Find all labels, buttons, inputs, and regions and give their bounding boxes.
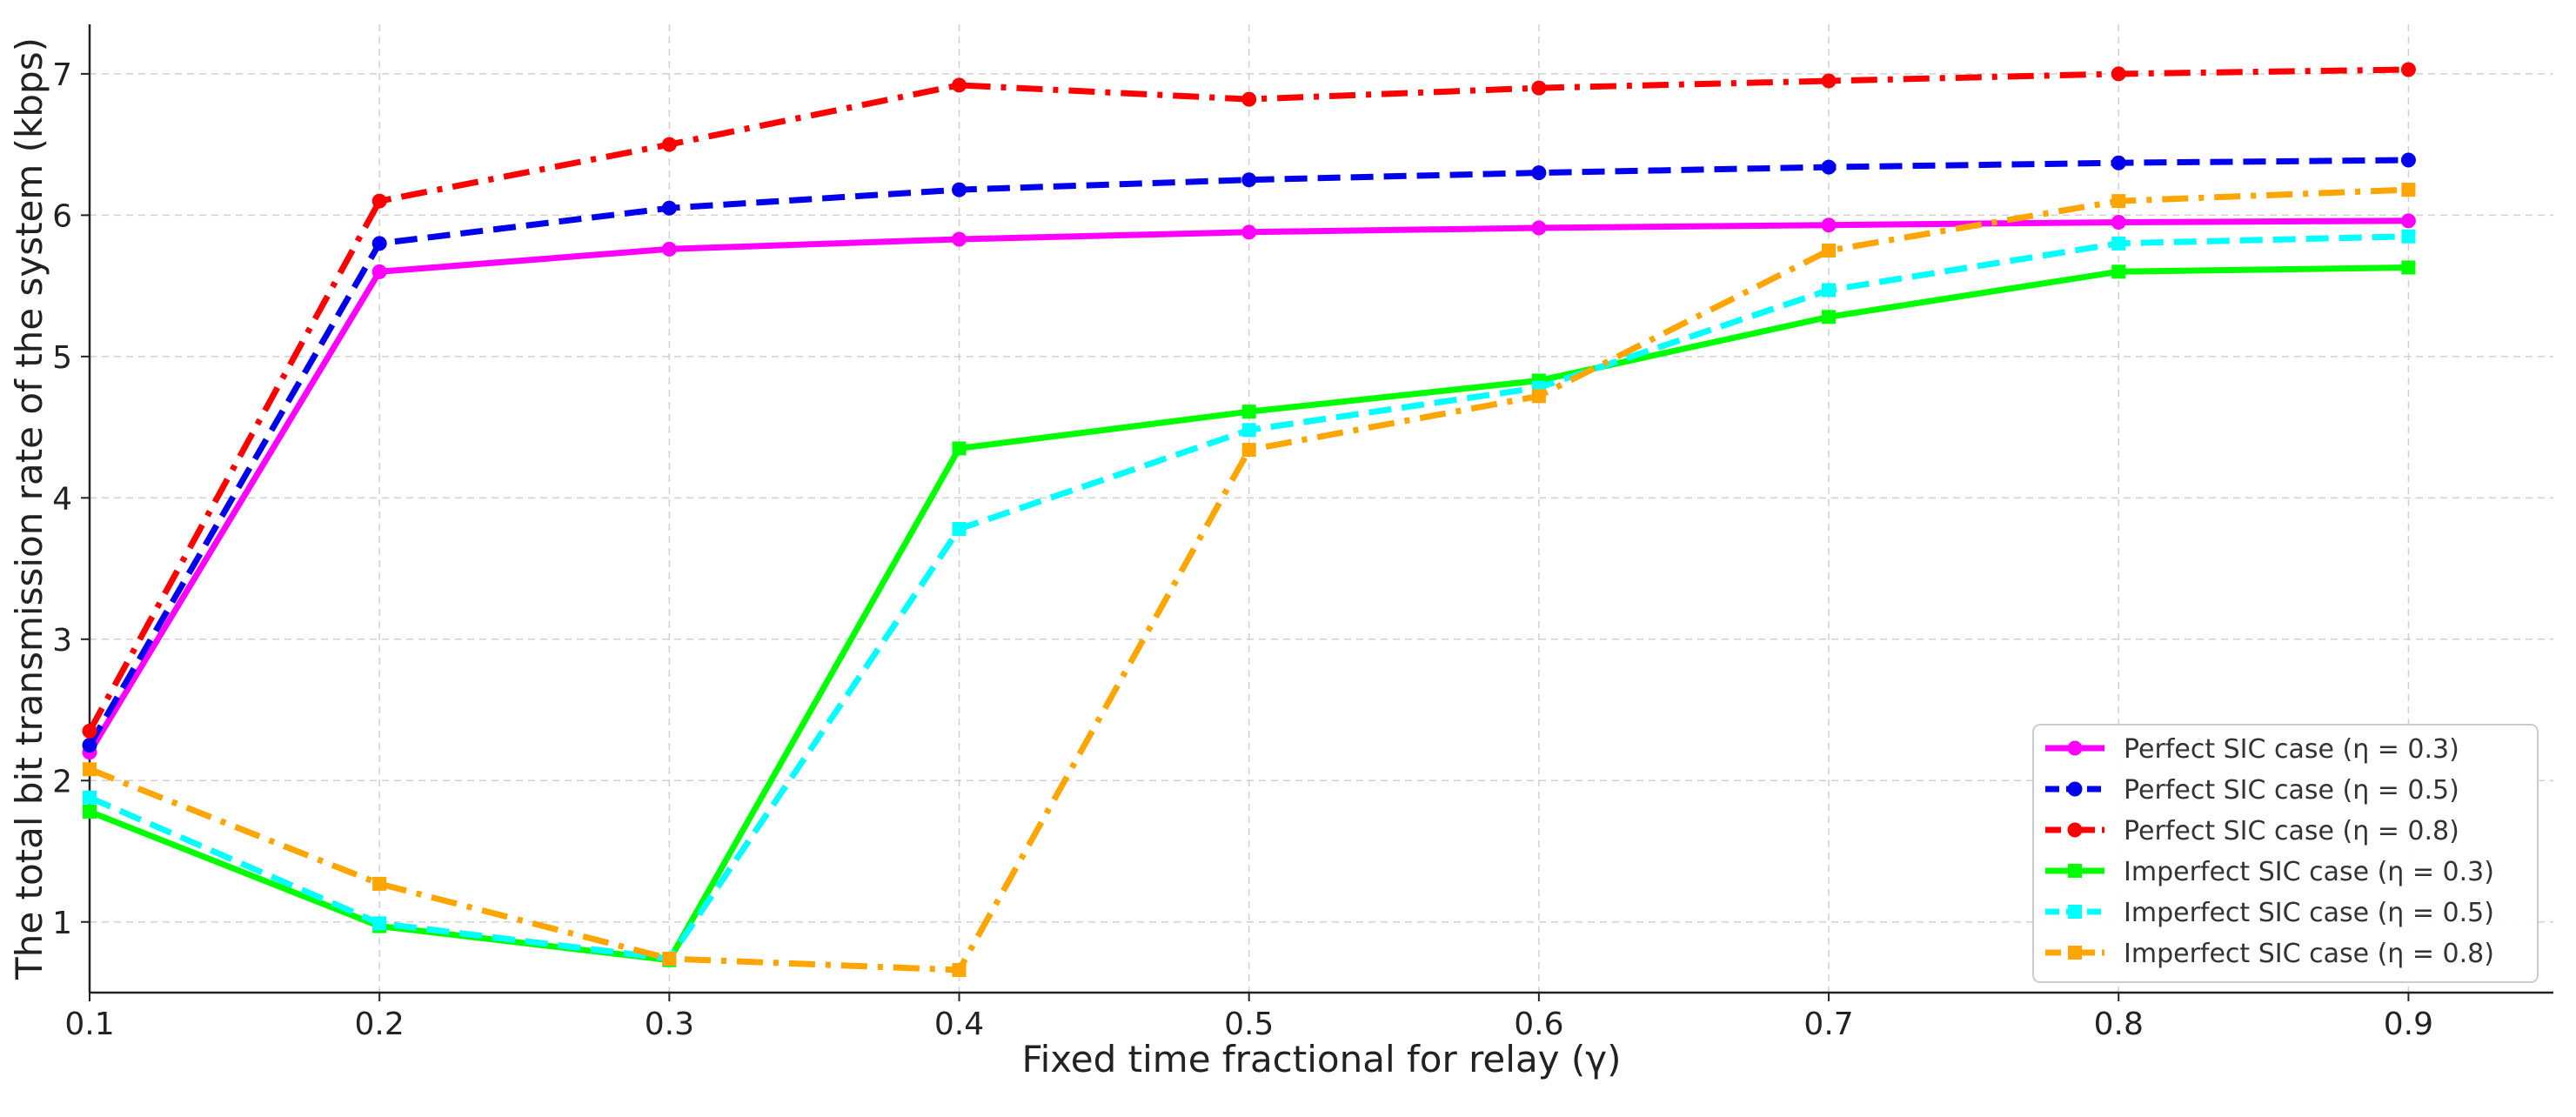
legend-box	[2032, 724, 2539, 983]
x-tick-label: 0.8	[2094, 1007, 2144, 1042]
data-point	[372, 876, 387, 891]
y-tick-label: 5	[52, 340, 72, 376]
data-point	[2111, 155, 2126, 171]
data-point	[1241, 423, 1256, 438]
data-point	[2401, 183, 2416, 197]
x-axis-title: Fixed time fractional for relay (γ)	[1021, 1038, 1621, 1080]
data-point	[2111, 66, 2126, 82]
legend-label: Imperfect SIC case (η = 0.8)	[2124, 939, 2494, 969]
x-tick-label: 0.6	[1514, 1007, 1563, 1042]
data-point	[661, 137, 677, 152]
data-point	[1531, 165, 1547, 181]
y-tick-label: 1	[52, 906, 72, 941]
data-point	[952, 441, 967, 456]
axes-layer: 0.1 0.2 0.3 0.4 0.5 0.6 0.7 0.8 0.9 1 2 3 4 5 6 7	[52, 24, 2553, 1042]
series-line	[86, 66, 2409, 733]
legend: Perfect SIC case (η = 0.3) Perfect SIC ca…	[2032, 724, 2539, 983]
legend-label: Imperfect SIC case (η = 0.5)	[2124, 898, 2494, 928]
data-point	[1531, 389, 1546, 404]
legend-item: Perfect SIC case (η = 0.5)	[2045, 775, 2459, 806]
data-point	[1241, 91, 1257, 107]
data-point	[2401, 229, 2416, 244]
x-tick-label: 0.7	[1803, 1007, 1853, 1042]
y-tick-label: 4	[52, 481, 72, 517]
legend-label: Perfect SIC case (η = 0.3)	[2124, 734, 2459, 765]
data-point	[83, 805, 97, 819]
data-point	[82, 723, 97, 739]
legend-marker	[2068, 864, 2082, 878]
series-layer	[82, 62, 2416, 978]
data-point	[371, 193, 387, 209]
legend-label: Imperfect SIC case (η = 0.3)	[2124, 857, 2494, 887]
legend-marker	[2067, 822, 2083, 838]
data-point	[2401, 260, 2416, 275]
series-6	[83, 183, 2416, 978]
data-point	[1241, 443, 1256, 458]
data-point	[1821, 159, 1837, 175]
legend-item: Imperfect SIC case (η = 0.5)	[2045, 898, 2494, 928]
x-tick-label: 0.3	[645, 1007, 694, 1042]
data-point	[661, 200, 677, 216]
data-point	[952, 522, 967, 537]
series-line	[88, 186, 2409, 973]
x-tick-label: 0.1	[64, 1007, 114, 1042]
legend-marker	[2068, 905, 2082, 919]
series-3	[82, 62, 2416, 739]
data-point	[1531, 220, 1547, 236]
data-point	[371, 264, 387, 279]
legend-label: Perfect SIC case (η = 0.5)	[2124, 775, 2459, 806]
data-point	[1241, 224, 1257, 240]
legend-item: Imperfect SIC case (η = 0.8)	[2045, 939, 2494, 969]
data-point	[2400, 62, 2416, 77]
series-5	[83, 229, 2416, 967]
data-point	[2400, 213, 2416, 229]
data-point	[1822, 310, 1837, 324]
legend-item: Perfect SIC case (η = 0.3)	[2045, 734, 2459, 765]
series-1	[82, 213, 2416, 760]
data-point	[1241, 172, 1257, 188]
data-point	[83, 762, 97, 777]
data-point	[372, 916, 387, 931]
data-point	[1822, 283, 1837, 298]
data-point	[952, 231, 967, 247]
legend-label: Perfect SIC case (η = 0.8)	[2124, 816, 2459, 846]
data-point	[83, 790, 97, 805]
series-2	[82, 152, 2416, 753]
legend-marker	[2067, 781, 2083, 797]
data-point	[2111, 214, 2126, 230]
data-point	[1531, 80, 1547, 96]
x-tick-label: 0.5	[1224, 1007, 1274, 1042]
data-point	[1821, 73, 1837, 89]
legend-marker	[2067, 740, 2083, 756]
y-tick-label: 7	[52, 57, 72, 93]
data-point	[82, 738, 97, 753]
x-tick-label: 0.2	[355, 1007, 405, 1042]
data-point	[2111, 194, 2126, 209]
legend-item: Perfect SIC case (η = 0.8)	[2045, 816, 2459, 846]
data-point	[952, 963, 967, 978]
data-point	[1821, 217, 1837, 233]
legend-item: Imperfect SIC case (η = 0.3)	[2045, 857, 2494, 887]
y-tick-label: 6	[52, 198, 72, 234]
data-point	[1822, 243, 1837, 258]
data-point	[952, 77, 967, 93]
data-point	[2400, 152, 2416, 168]
data-point	[2111, 236, 2126, 251]
y-tick-label: 2	[52, 764, 72, 799]
data-point	[2111, 264, 2126, 279]
series-line	[86, 157, 2409, 747]
x-tick-label: 0.9	[2384, 1007, 2433, 1042]
data-point	[662, 952, 677, 967]
data-point	[952, 182, 967, 197]
data-point	[371, 236, 387, 251]
y-axis-title: The total bit transmission rate of the s…	[8, 37, 50, 980]
data-point	[1241, 405, 1256, 419]
data-point	[661, 241, 677, 257]
legend-marker	[2068, 946, 2082, 960]
y-tick-label: 3	[52, 623, 72, 659]
x-tick-label: 0.4	[934, 1007, 984, 1042]
